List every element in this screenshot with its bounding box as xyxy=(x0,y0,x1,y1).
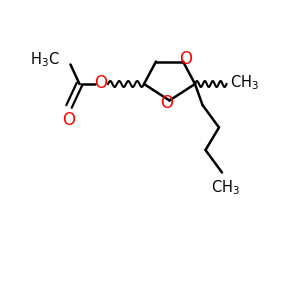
Text: O: O xyxy=(160,94,174,112)
Text: CH$_3$: CH$_3$ xyxy=(230,73,259,92)
Text: H$_3$C: H$_3$C xyxy=(30,51,60,69)
Text: O: O xyxy=(94,74,107,92)
Text: O: O xyxy=(62,111,75,129)
Text: CH$_3$: CH$_3$ xyxy=(211,178,239,196)
Text: O: O xyxy=(179,50,192,68)
